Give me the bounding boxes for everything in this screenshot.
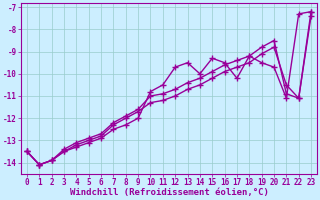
X-axis label: Windchill (Refroidissement éolien,°C): Windchill (Refroidissement éolien,°C) [69,188,268,197]
